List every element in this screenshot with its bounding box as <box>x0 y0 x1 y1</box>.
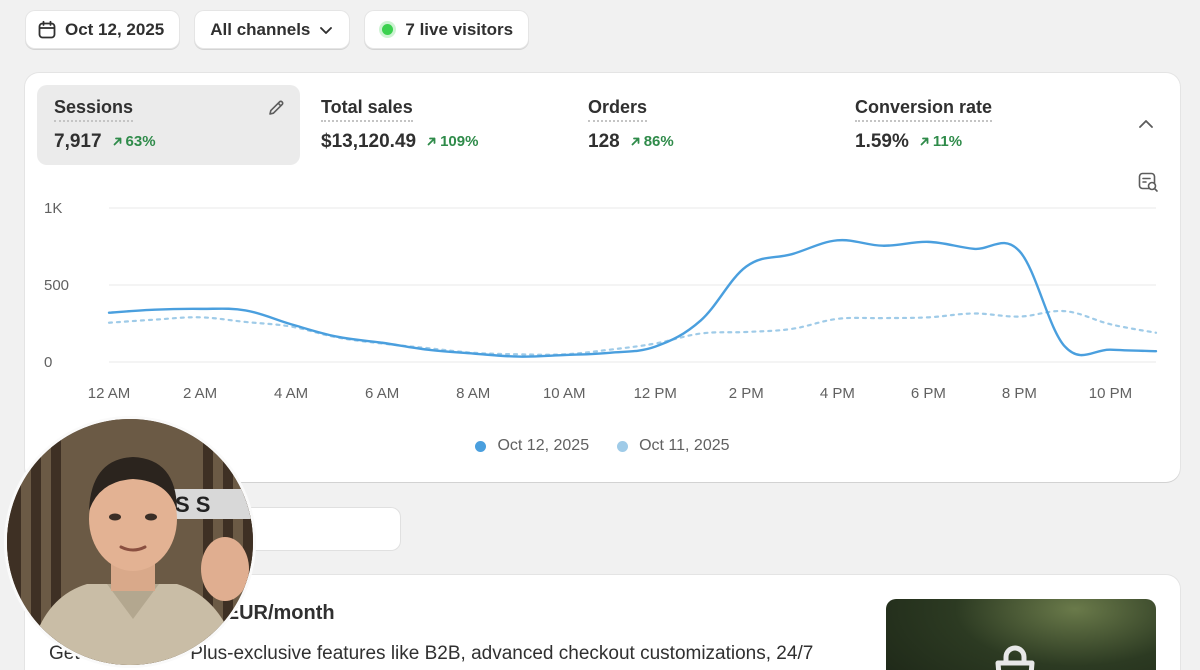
x-tick-label: 12 PM <box>634 385 677 402</box>
series-line-current[interactable] <box>107 238 1158 358</box>
date-label: Oct 12, 2025 <box>65 19 165 39</box>
x-tick-label: 6 PM <box>911 385 946 402</box>
series-line-previous[interactable] <box>107 309 1158 356</box>
pencil-icon[interactable] <box>266 98 286 118</box>
metric-change-value: 11% <box>932 133 963 150</box>
promo-image <box>886 599 1156 670</box>
y-tick-label: 0 <box>44 354 52 371</box>
metric-label: Sessions <box>54 97 134 122</box>
analytics-card: Sessions 7,917 63% Total sales $13,120.4… <box>25 73 1180 482</box>
presenter-video: S S <box>7 419 253 665</box>
metric-change: 86% <box>630 133 674 150</box>
metric-tab-orders[interactable]: Orders 128 86% <box>571 85 834 165</box>
chevron-down-icon <box>320 26 333 34</box>
x-tick-label: 4 PM <box>820 385 855 402</box>
calendar-icon <box>38 20 56 38</box>
legend-swatch-previous <box>617 440 629 452</box>
x-tick-label: 10 AM <box>543 385 586 402</box>
svg-text:S S: S S <box>175 492 210 517</box>
metric-change: 109% <box>426 133 478 150</box>
metric-value: 7,917 <box>54 131 102 152</box>
channel-select-button[interactable]: All channels <box>194 10 351 49</box>
live-status-dot <box>382 24 394 35</box>
metric-tab-sessions[interactable]: Sessions 7,917 63% <box>37 85 300 165</box>
x-tick-label: 8 AM <box>456 385 490 402</box>
metric-change-value: 109% <box>440 133 479 150</box>
y-tick-label: 1K <box>44 200 62 217</box>
arrow-up-right-icon <box>113 137 121 146</box>
legend-label-previous: Oct 11, 2025 <box>639 437 730 454</box>
legend-item-previous[interactable]: Oct 11, 2025 <box>617 437 730 455</box>
channel-label: All channels <box>210 19 311 39</box>
metric-label: Conversion rate <box>855 97 993 122</box>
metric-change-value: 63% <box>125 133 156 150</box>
live-visitors-button[interactable]: 7 live visitors <box>364 10 530 49</box>
filter-bar: Oct 12, 2025 All channels 7 live visitor… <box>25 10 530 49</box>
legend-label-current: Oct 12, 2025 <box>497 437 590 454</box>
metric-change: 11% <box>919 133 962 150</box>
metric-label: Total sales <box>321 97 413 122</box>
metric-label: Orders <box>588 97 648 122</box>
legend-item-current[interactable]: Oct 12, 2025 <box>475 437 589 455</box>
metric-value: $13,120.49 <box>321 131 417 152</box>
x-tick-label: 4 AM <box>274 385 308 402</box>
explore-report-icon[interactable] <box>1137 171 1159 193</box>
metric-change: 63% <box>112 133 156 150</box>
presenter-webcam: S S <box>4 416 256 668</box>
metric-value: 128 <box>588 131 620 152</box>
metric-tab-total-sales[interactable]: Total sales $13,120.49 109% <box>304 85 567 165</box>
x-tick-label: 6 AM <box>365 385 399 402</box>
promo-description-text: Plus-exclusive features like B2B, advanc… <box>190 643 814 664</box>
legend-swatch-current <box>475 440 487 452</box>
sessions-line-chart: 1K 500 0 12 AM 2 AM 4 AM 6 AM 8 AM 10 AM 12 PM 2 P… <box>44 200 1158 402</box>
x-tick-label: 12 AM <box>88 385 131 402</box>
arrow-up-right-icon <box>920 137 929 146</box>
x-tick-label: 10 PM <box>1089 385 1132 402</box>
x-tick-label: 8 PM <box>1002 385 1037 402</box>
shopping-bag-icon <box>995 645 1035 670</box>
chevron-up-icon[interactable] <box>1137 115 1155 133</box>
arrow-up-right-icon <box>631 137 640 146</box>
x-tick-label: 2 AM <box>183 385 217 402</box>
live-visitors-label: 7 live visitors <box>405 19 514 39</box>
metric-change-value: 86% <box>643 133 674 150</box>
metric-value: 1.59% <box>855 131 909 152</box>
y-tick-label: 500 <box>44 277 69 294</box>
date-picker-button[interactable]: Oct 12, 2025 <box>25 10 181 49</box>
chart-legend: Oct 12, 2025 Oct 11, 2025 <box>25 437 1180 455</box>
arrow-up-right-icon <box>427 137 436 146</box>
metric-tab-conversion-rate[interactable]: Conversion rate 1.59% 11% <box>838 85 1101 165</box>
x-tick-label: 2 PM <box>729 385 764 402</box>
